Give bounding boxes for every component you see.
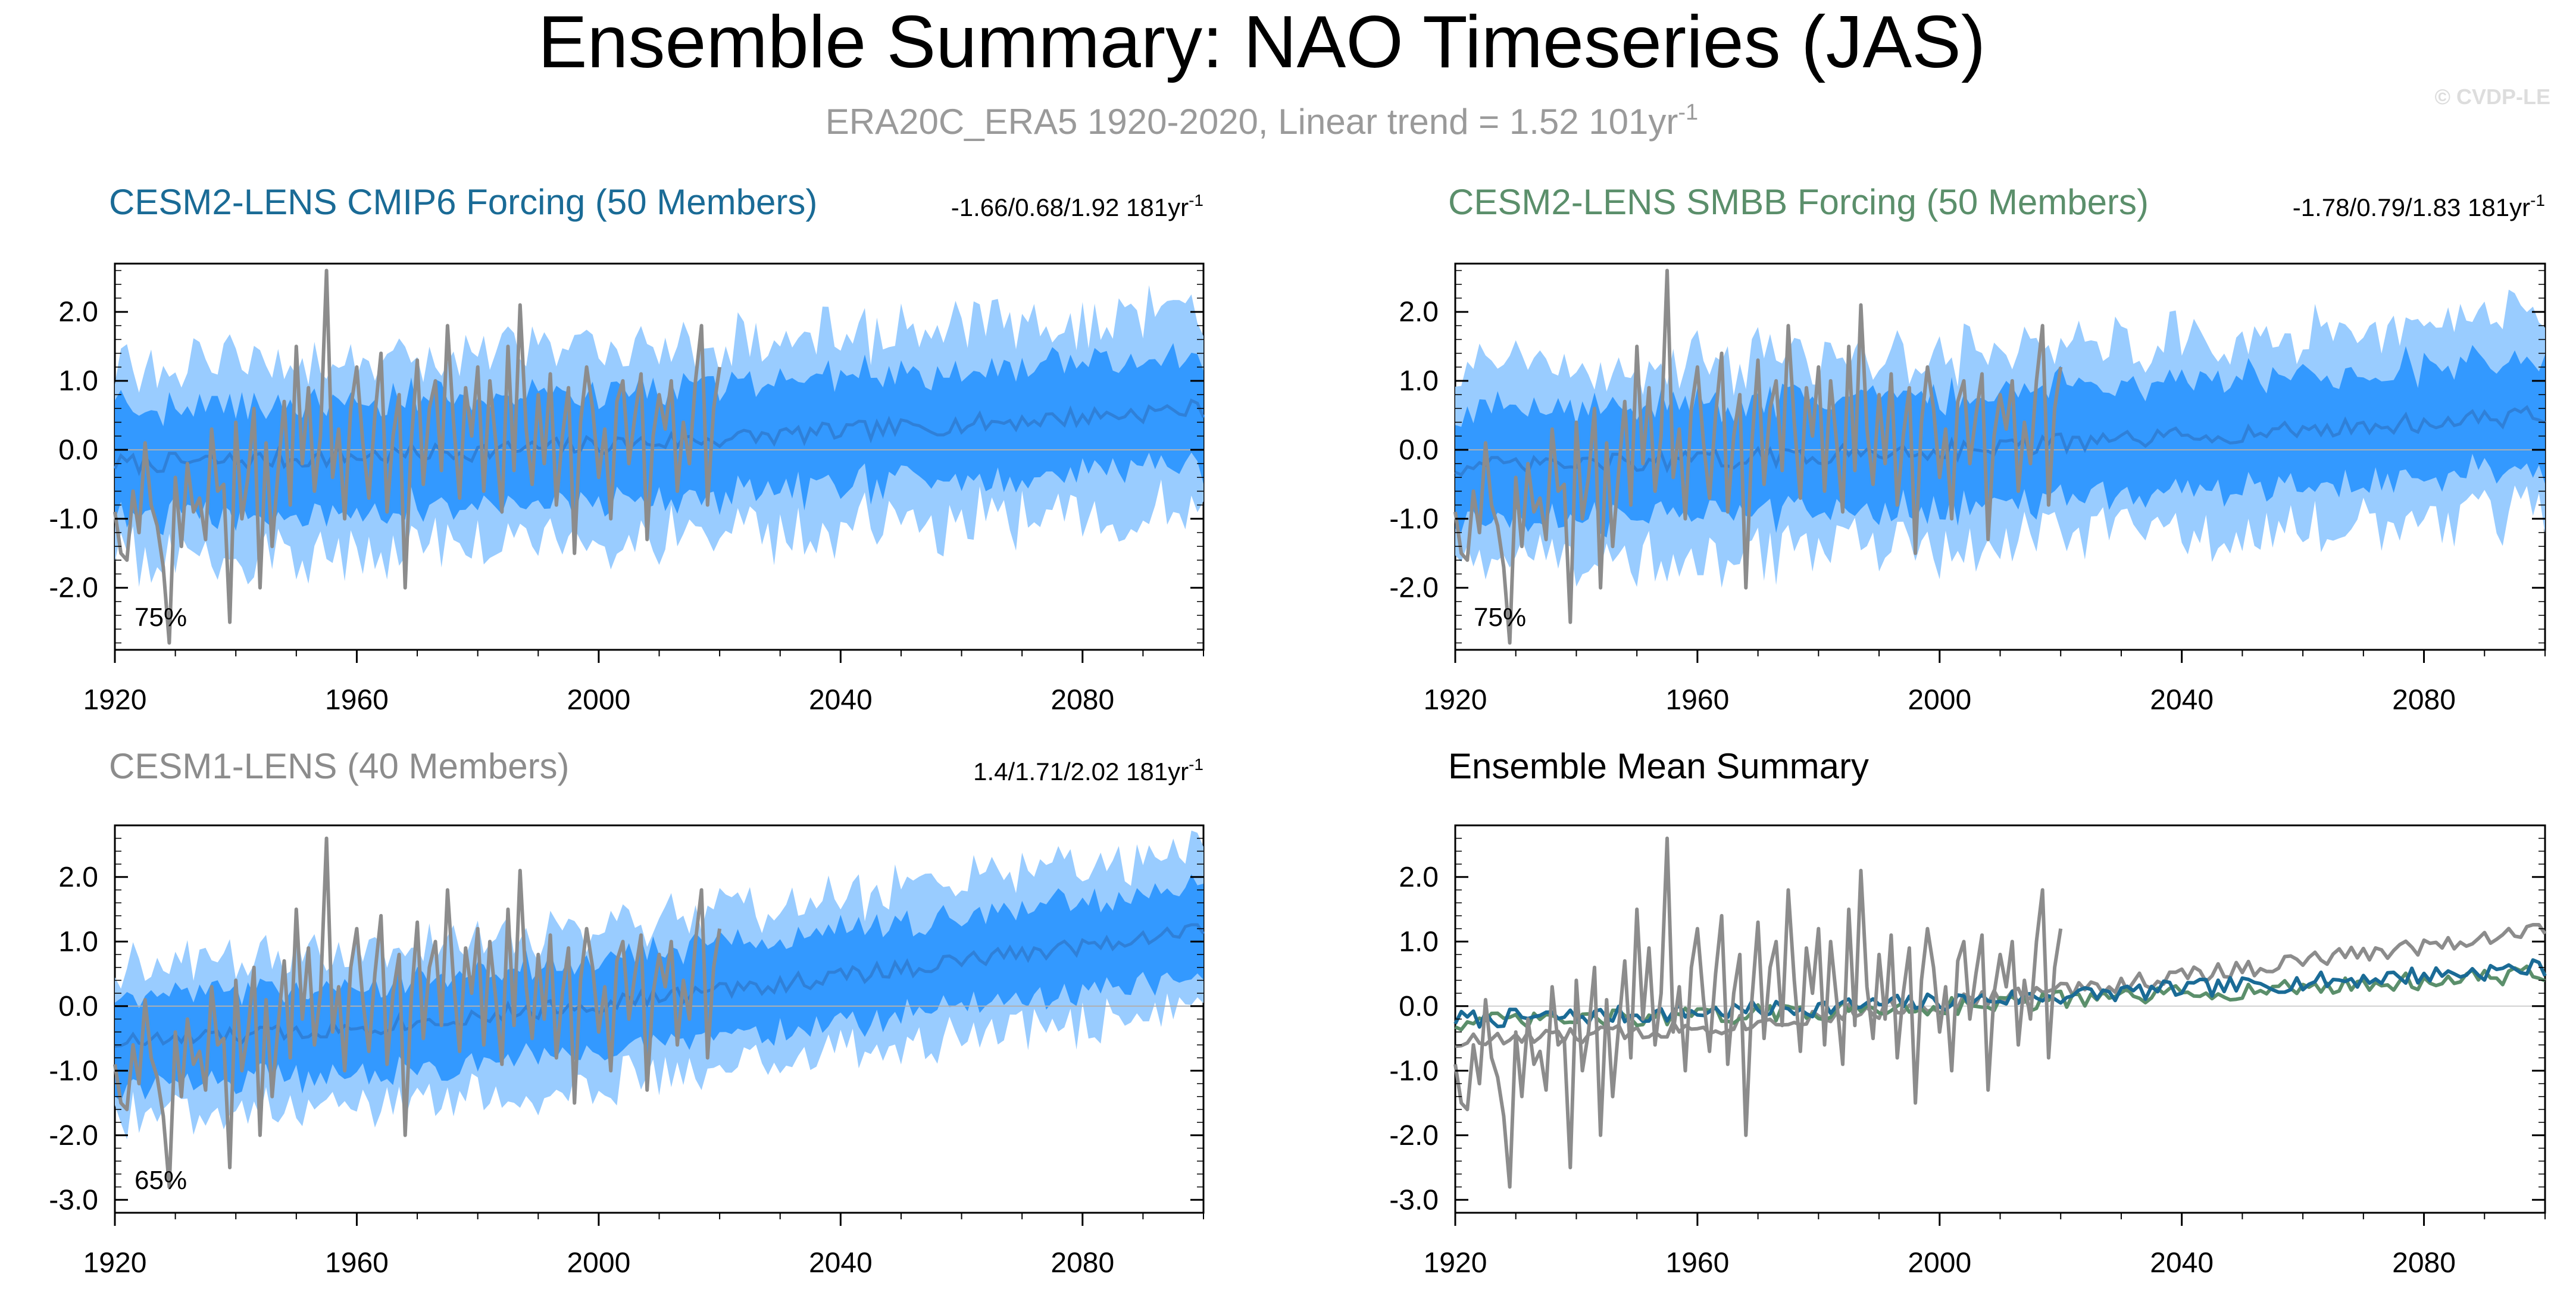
y-tick-label-cesm2-cmip6: 2.0 [58,296,98,328]
plot-area-cesm2-cmip6: 1920 1960 2000 2040 2080 -2.0 -1.0 0.0 1.0 2.0 [49,262,1205,716]
panel-stats-text-cesm2-cmip6: -1.66/0.68/1.92 181yr [951,193,1189,221]
observed-line-cesm2-smbb [1453,268,2063,645]
figure-subtitle: ERA20C_ERA5 1920-2020, Linear trend = 1.… [826,100,1698,142]
y-tick-label-ens-summary: 2.0 [1399,862,1439,893]
percent-label-cesm2-cmip6: 75% [135,603,187,632]
panel-stats-cesm2-smbb: -1.78/0.79/1.83 181yr-1 [2293,191,2545,221]
y-tick-label-cesm2-smbb: -2.0 [1389,572,1439,604]
panel-cesm2-smbb: CESM2-LENS SMBB Forcing (50 Members) -1.… [1389,182,2546,716]
panel-stats-superscript-cesm2-smbb: -1 [2530,191,2545,209]
y-tick-label-cesm2-cmip6: 1.0 [58,365,98,397]
x-tick-label-ens-summary: 2080 [2392,1247,2456,1279]
panel-stats-superscript-cesm1: -1 [1189,755,1203,774]
x-tick-label-cesm2-smbb: 2000 [1908,684,1971,716]
cesm2-smbb-mean-line [1454,964,2546,1032]
figure-subtitle-text: ERA20C_ERA5 1920-2020, Linear trend = 1.… [826,102,1678,142]
y-tick-label-cesm2-cmip6: 0.0 [58,434,98,466]
x-tick-label-ens-summary: 2000 [1908,1247,1971,1279]
x-tick-label-cesm2-cmip6: 1960 [325,684,389,716]
x-tick-label-ens-summary: 2040 [2150,1247,2214,1279]
y-tick-label-cesm1: 0.0 [58,991,98,1022]
panel-stats-cesm2-cmip6: -1.66/0.68/1.92 181yr-1 [951,191,1203,221]
percent-label-cesm1: 65% [135,1166,187,1195]
observed-line-ens-summary [1453,836,2063,1189]
observed-line-cesm2-cmip6 [113,268,722,645]
ensemble-mean-line-cesm2-smbb [1454,405,2546,477]
y-tick-label-ens-summary: 0.0 [1399,991,1439,1022]
x-tick-label-cesm1: 2000 [567,1247,630,1279]
y-tick-label-ens-summary: -1.0 [1389,1055,1439,1087]
y-tick-label-cesm1: 1.0 [58,926,98,957]
panel-ensemble-mean-summary: Ensemble Mean Summary 1920 1960 2000 2040 20… [1389,746,2547,1279]
panel-title-cesm1: CESM1-LENS (40 Members) [109,746,570,786]
plot-area-ensemble-mean-summary: 1920 1960 2000 2040 2080 -3.0 -2.0 -1.0 0.0 1.0 2.… [1389,824,2547,1279]
figure-title: Ensemble Summary: NAO Timeseries (JAS) [538,1,1986,83]
panel-title-cesm2-cmip6: CESM2-LENS CMIP6 Forcing (50 Members) [109,182,817,222]
panel-title-cesm2-smbb: CESM2-LENS SMBB Forcing (50 Members) [1448,182,2149,222]
x-tick-label-cesm1: 2080 [1051,1247,1114,1279]
y-tick-label-ens-summary: -2.0 [1389,1120,1439,1151]
y-tick-label-cesm2-smbb: 0.0 [1399,434,1439,466]
ensemble-mean-line-cesm2-cmip6 [113,398,1205,477]
y-tick-label-cesm2-smbb: 2.0 [1399,296,1439,328]
x-tick-label-cesm2-cmip6: 1920 [83,684,147,716]
y-tick-label-ens-summary: -3.0 [1389,1184,1439,1216]
x-tick-label-cesm1: 1960 [325,1247,389,1279]
y-tick-label-cesm1: -2.0 [49,1120,98,1151]
cvdp-watermark: © CVDP-LE [2434,85,2550,109]
figure-subtitle-superscript: -1 [1678,100,1698,125]
y-tick-label-cesm1: -3.0 [49,1184,98,1216]
x-tick-label-cesm2-smbb: 1960 [1665,684,1729,716]
y-tick-label-cesm2-cmip6: -2.0 [49,572,98,604]
x-tick-label-cesm2-cmip6: 2000 [567,684,630,716]
x-tick-label-cesm2-smbb: 2080 [2392,684,2456,716]
observed-line-cesm1 [113,836,722,1189]
x-tick-label-cesm2-cmip6: 2080 [1051,684,1114,716]
x-tick-label-cesm1: 2040 [809,1247,873,1279]
x-tick-label-cesm2-smbb: 2040 [2150,684,2214,716]
y-tick-label-ens-summary: 1.0 [1399,926,1439,957]
panel-stats-text-cesm2-smbb: -1.78/0.79/1.83 181yr [2293,193,2530,221]
cesm2-cmip6-mean-line [1453,958,2547,1029]
plot-area-cesm2-smbb: 1920 1960 2000 2040 2080 -2.0 -1.0 0.0 1.0 2.0 [1389,262,2546,716]
panel-stats-cesm1: 1.4/1.71/2.02 181yr-1 [973,755,1203,785]
x-tick-label-cesm2-cmip6: 2040 [809,684,873,716]
plot-area-cesm1: 1920 1960 2000 2040 2080 -3.0 -2.0 -1.0 0.0 1.0 2.… [49,824,1205,1279]
x-tick-label-ens-summary: 1920 [1424,1247,1487,1279]
y-tick-label-cesm1: 2.0 [58,862,98,893]
x-tick-label-cesm1: 1920 [83,1247,147,1279]
x-tick-label-ens-summary: 1960 [1665,1247,1729,1279]
ensemble-mean-line-cesm1 [114,923,1205,1048]
panel-stats-text-cesm1: 1.4/1.71/2.02 181yr [973,758,1189,785]
y-tick-label-cesm2-smbb: -1.0 [1389,503,1439,535]
y-tick-label-cesm1: -1.0 [49,1055,98,1087]
x-tick-label-cesm2-smbb: 1920 [1424,684,1487,716]
panel-stats-superscript-cesm2-cmip6: -1 [1189,191,1203,209]
y-tick-label-cesm2-cmip6: -1.0 [49,503,98,535]
y-tick-label-cesm2-smbb: 1.0 [1399,365,1439,397]
panel-cesm2-cmip6: CESM2-LENS CMIP6 Forcing (50 Members) -1… [49,182,1205,716]
percent-label-cesm2-smbb: 75% [1474,603,1526,632]
panel-title-ensemble-mean-summary: Ensemble Mean Summary [1448,746,1869,786]
panel-cesm1: CESM1-LENS (40 Members) 1.4/1.71/2.02 18… [49,746,1205,1279]
